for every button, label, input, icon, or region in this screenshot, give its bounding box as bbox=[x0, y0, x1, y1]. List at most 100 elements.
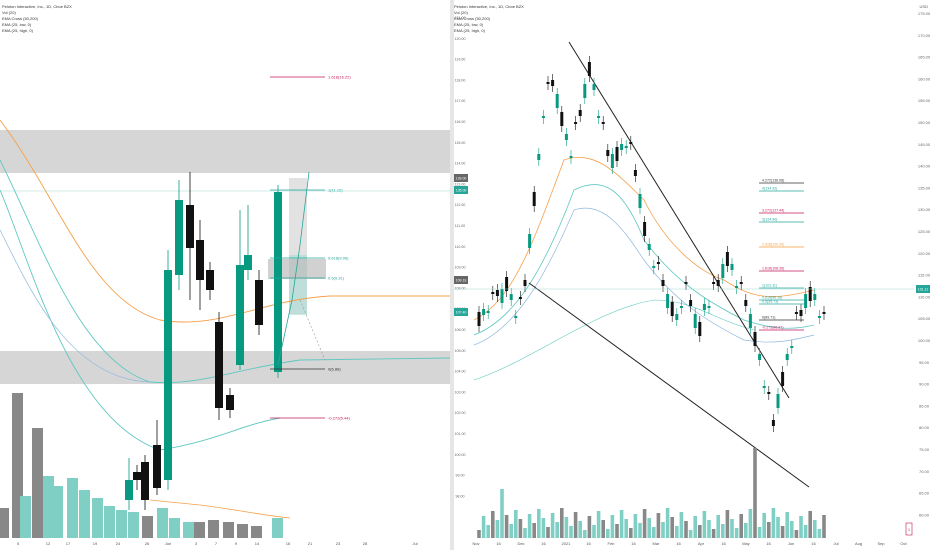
pane-divider[interactable] bbox=[450, 0, 454, 550]
candle[interactable] bbox=[629, 142, 633, 144]
candle[interactable] bbox=[537, 154, 541, 160]
candle[interactable] bbox=[196, 240, 204, 280]
candle[interactable] bbox=[583, 84, 587, 98]
candle[interactable] bbox=[808, 287, 812, 301]
candle[interactable] bbox=[606, 150, 610, 156]
candle[interactable] bbox=[693, 314, 697, 328]
candle[interactable] bbox=[610, 154, 614, 168]
candle[interactable] bbox=[781, 372, 785, 386]
candle[interactable] bbox=[255, 280, 263, 325]
candle[interactable] bbox=[133, 472, 141, 480]
candle[interactable] bbox=[564, 134, 568, 140]
candle[interactable] bbox=[762, 386, 766, 388]
candle[interactable] bbox=[615, 147, 619, 161]
candle[interactable] bbox=[592, 84, 596, 90]
candle[interactable] bbox=[684, 282, 688, 284]
candle[interactable] bbox=[652, 266, 656, 268]
candle[interactable] bbox=[226, 395, 234, 410]
candle[interactable] bbox=[164, 270, 172, 480]
candle[interactable] bbox=[186, 205, 194, 248]
candle[interactable] bbox=[790, 346, 794, 348]
candle[interactable] bbox=[601, 122, 605, 124]
candle[interactable] bbox=[735, 286, 739, 288]
candle[interactable] bbox=[679, 306, 683, 308]
candle[interactable] bbox=[643, 222, 647, 236]
candle[interactable] bbox=[675, 314, 679, 320]
left-chart-pane[interactable]: Peloton Interactive, Inc., 1D, Cboe BZX … bbox=[0, 0, 450, 550]
candle[interactable] bbox=[739, 282, 743, 284]
left-indicator-ema-cross[interactable]: EMA Cross (50,200) bbox=[2, 16, 39, 21]
candle[interactable] bbox=[518, 297, 522, 299]
left-indicator-vol[interactable]: Vol (20) bbox=[2, 10, 16, 15]
candle[interactable] bbox=[822, 312, 826, 314]
right-chart-canvas[interactable]: 175.00170.00165.00160.00155.00150.00145.… bbox=[454, 0, 932, 550]
candle[interactable] bbox=[799, 310, 803, 316]
candle[interactable] bbox=[587, 62, 591, 76]
candle[interactable] bbox=[620, 144, 624, 150]
candle[interactable] bbox=[486, 311, 490, 313]
candle[interactable] bbox=[125, 480, 133, 500]
candle[interactable] bbox=[758, 354, 762, 360]
candle[interactable] bbox=[689, 300, 693, 306]
candle[interactable] bbox=[153, 445, 161, 488]
right-indicator-ema-high[interactable]: EMA (25, high, 0) bbox=[454, 28, 485, 33]
candle[interactable] bbox=[707, 306, 711, 308]
candle[interactable] bbox=[555, 94, 559, 108]
candle[interactable] bbox=[670, 302, 674, 316]
candle[interactable] bbox=[528, 234, 532, 248]
candle[interactable] bbox=[702, 304, 706, 310]
candle[interactable] bbox=[698, 322, 702, 336]
candle[interactable] bbox=[767, 392, 771, 394]
candle[interactable] bbox=[785, 354, 789, 360]
candle[interactable] bbox=[776, 394, 780, 408]
candle[interactable] bbox=[244, 255, 252, 270]
candle[interactable] bbox=[141, 462, 149, 500]
candle[interactable] bbox=[725, 252, 729, 266]
candle[interactable] bbox=[716, 280, 720, 286]
candle[interactable] bbox=[569, 156, 573, 158]
candle[interactable] bbox=[656, 262, 660, 264]
candle[interactable] bbox=[505, 277, 509, 291]
candle[interactable] bbox=[666, 294, 670, 308]
candle[interactable] bbox=[514, 316, 518, 318]
candle[interactable] bbox=[495, 290, 499, 296]
candle[interactable] bbox=[560, 112, 564, 126]
candle[interactable] bbox=[794, 312, 798, 314]
right-indicator-vol[interactable]: Vol (20) bbox=[454, 10, 468, 15]
candle[interactable] bbox=[748, 314, 752, 328]
candle[interactable] bbox=[477, 312, 481, 326]
candle[interactable] bbox=[236, 265, 244, 365]
candle[interactable] bbox=[500, 289, 504, 303]
left-indicator-ema-low[interactable]: EMA (25, low, 0) bbox=[2, 22, 32, 27]
candle[interactable] bbox=[206, 270, 214, 290]
candle[interactable] bbox=[491, 292, 495, 294]
candle[interactable] bbox=[638, 194, 642, 208]
candle[interactable] bbox=[551, 80, 555, 86]
candle[interactable] bbox=[813, 294, 817, 300]
left-chart-canvas[interactable]: 1.618(16.22) 1(11.12) 0.618(9.96) 0.5(9.31)… bbox=[0, 0, 450, 550]
candle[interactable] bbox=[574, 122, 578, 124]
candle[interactable] bbox=[532, 192, 536, 206]
candle[interactable] bbox=[624, 146, 628, 148]
candle[interactable] bbox=[744, 300, 748, 306]
candle[interactable] bbox=[730, 264, 734, 270]
right-indicator-ema-low[interactable]: EMA (25, low, 0) bbox=[454, 22, 484, 27]
candle[interactable] bbox=[578, 110, 582, 116]
candle[interactable] bbox=[804, 294, 808, 308]
candle[interactable] bbox=[215, 322, 223, 408]
candle[interactable] bbox=[541, 116, 545, 118]
candle[interactable] bbox=[597, 116, 601, 118]
candle[interactable] bbox=[721, 264, 725, 278]
candle[interactable] bbox=[523, 280, 527, 286]
left-indicator-ema-high[interactable]: EMA (25, high, 0) bbox=[2, 28, 33, 33]
candle[interactable] bbox=[509, 294, 513, 300]
right-chart-pane[interactable]: Peloton Interactive, Inc., 1D, Cboe BZX … bbox=[454, 0, 932, 550]
candle[interactable] bbox=[771, 420, 775, 426]
candle[interactable] bbox=[647, 244, 651, 250]
candle[interactable] bbox=[633, 170, 637, 176]
candle[interactable] bbox=[712, 282, 716, 284]
right-indicator-ema-cross[interactable]: EMA Cross (50,200) bbox=[454, 16, 491, 21]
candle[interactable] bbox=[175, 200, 183, 275]
candle[interactable] bbox=[546, 82, 550, 84]
candle[interactable] bbox=[482, 309, 486, 315]
